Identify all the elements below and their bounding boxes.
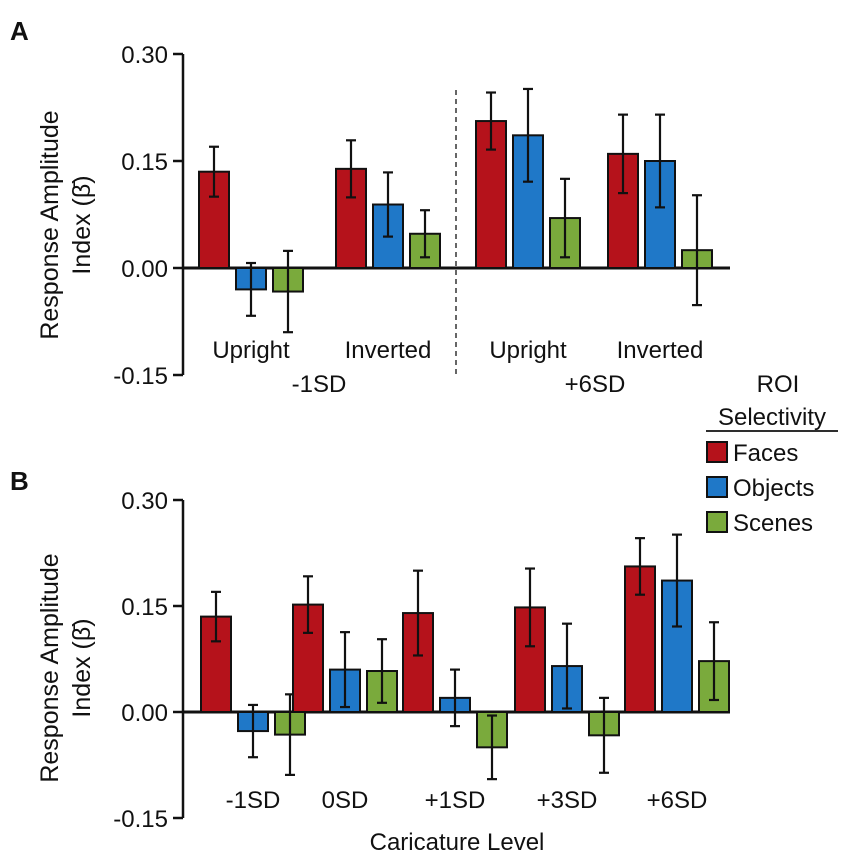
panel-b: B Response Amplitude Index (β̄) 0.30 0.15 0… xyxy=(10,466,730,856)
category-label: -1SD xyxy=(226,787,281,814)
y-axis-label-line1: Response Amplitude xyxy=(36,553,64,782)
legend-swatch-objects xyxy=(706,476,728,498)
y-axis-label-line1: Response Amplitude xyxy=(36,110,64,339)
panel-a: A Response Amplitude Index (β̄) 0.30 0.15 0… xyxy=(10,16,730,398)
y-tick-label: 0.15 xyxy=(121,594,168,621)
category-label: Upright xyxy=(212,337,290,364)
category-label: 0SD xyxy=(322,787,369,814)
legend: ROI Selectivity Faces Objects Scenes xyxy=(706,371,838,537)
panel-b-y-label: Response Amplitude Index (β̄) xyxy=(36,553,96,782)
y-tick-label: 0.30 xyxy=(121,488,168,515)
x-axis-label: Caricature Level xyxy=(370,829,545,856)
legend-label-faces: Faces xyxy=(733,440,798,467)
legend-swatch-scenes xyxy=(706,511,728,533)
panel-a-letter: A xyxy=(10,16,29,46)
level-label: -1SD xyxy=(292,371,347,398)
legend-label-scenes: Scenes xyxy=(733,510,813,537)
level-label: +6SD xyxy=(565,371,626,398)
category-label: Inverted xyxy=(617,337,704,364)
y-tick-label: 0.30 xyxy=(121,42,168,69)
legend-label-objects: Objects xyxy=(733,475,814,502)
category-label: +1SD xyxy=(425,787,486,814)
y-axis-label-line2: Index (β̄) xyxy=(68,618,96,717)
panel-b-letter: B xyxy=(10,466,29,496)
y-tick-label: -0.15 xyxy=(113,363,168,390)
category-label: +3SD xyxy=(537,787,598,814)
category-label: +6SD xyxy=(647,787,708,814)
panel-a-y-label: Response Amplitude Index (β̄) xyxy=(36,110,96,339)
legend-swatch-faces xyxy=(706,441,728,463)
category-label: Inverted xyxy=(345,337,432,364)
category-label: Upright xyxy=(489,337,567,364)
y-axis-label-line2: Index (β̄) xyxy=(68,175,96,274)
y-tick-label: 0.00 xyxy=(121,256,168,283)
y-tick-label: -0.15 xyxy=(113,806,168,833)
y-tick-label: 0.00 xyxy=(121,700,168,727)
legend-title-line1: ROI xyxy=(757,371,800,398)
legend-title-line2: Selectivity xyxy=(718,404,826,431)
y-tick-label: 0.15 xyxy=(121,149,168,176)
